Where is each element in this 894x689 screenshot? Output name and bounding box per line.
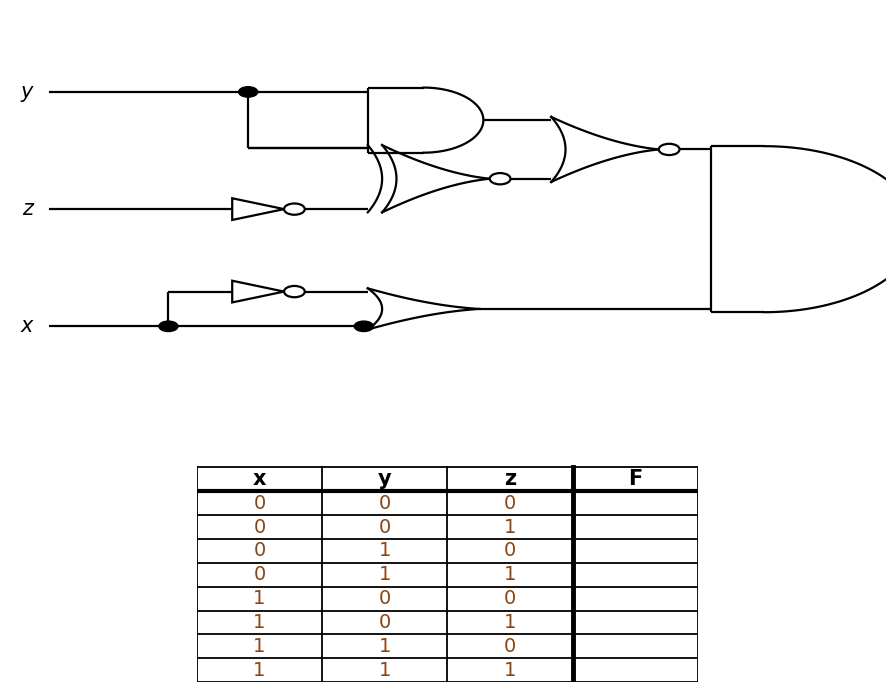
Text: 1: 1 [253,637,266,656]
Text: x: x [252,469,266,489]
Text: 0: 0 [378,589,391,608]
Text: 0: 0 [503,494,516,513]
Text: 1: 1 [378,542,391,560]
Text: 1: 1 [253,589,266,608]
Text: z: z [503,469,516,489]
Text: 0: 0 [378,494,391,513]
Circle shape [658,144,679,155]
Circle shape [239,87,257,97]
Text: 1: 1 [503,517,516,537]
Text: z: z [21,199,33,219]
Text: 0: 0 [503,542,516,560]
Text: 0: 0 [503,589,516,608]
Circle shape [283,203,305,215]
Text: 1: 1 [378,565,391,584]
Text: 1: 1 [503,661,516,679]
Text: 0: 0 [253,517,266,537]
Circle shape [489,173,510,185]
Circle shape [354,321,373,331]
Text: y: y [377,469,392,489]
Text: 0: 0 [253,494,266,513]
Text: y: y [21,82,33,102]
Text: 0: 0 [378,517,391,537]
Text: 1: 1 [378,661,391,679]
Text: 1: 1 [253,661,266,679]
Text: 0: 0 [378,613,391,632]
Text: 1: 1 [503,565,516,584]
Text: x: x [21,316,33,336]
Text: 0: 0 [503,637,516,656]
Text: 0: 0 [253,542,266,560]
Text: 1: 1 [253,613,266,632]
Text: 1: 1 [378,637,391,656]
Text: F: F [628,469,642,489]
Circle shape [158,321,178,331]
Circle shape [283,286,305,297]
Text: 1: 1 [503,613,516,632]
Text: 0: 0 [253,565,266,584]
